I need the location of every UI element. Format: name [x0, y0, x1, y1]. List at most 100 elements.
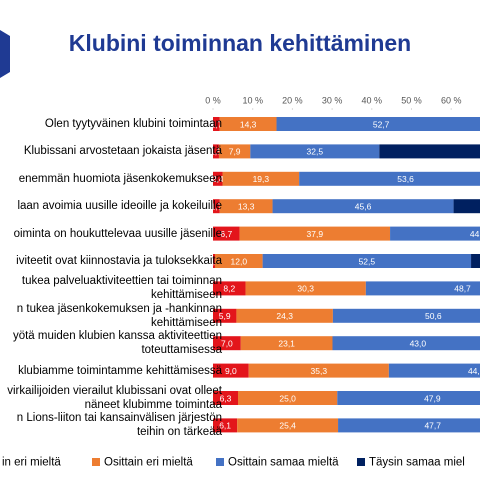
bar-segment [219, 199, 273, 214]
value-label: 13,3 [238, 201, 255, 211]
value-label: 7,0 [221, 338, 233, 348]
bar-segment [390, 226, 480, 241]
value-label: 47,7 [424, 421, 441, 431]
bar-segment [213, 171, 223, 186]
bar-segment [213, 226, 240, 241]
legend-marker [216, 458, 224, 466]
bar-segment [213, 363, 249, 378]
value-label: 12,0 [231, 256, 248, 266]
value-label: 8,2 [223, 284, 235, 294]
value-label: 19,3 [253, 174, 270, 184]
legend-marker [92, 458, 100, 466]
category-label: yötä muiden klubien kanssa aktiviteettie… [12, 330, 222, 357]
legend-label: in eri mieltä [2, 457, 61, 469]
bar-segment [213, 144, 219, 159]
category-label: klubiamme toimintamme kehittämisessä [18, 364, 222, 377]
bar-segment [248, 363, 389, 378]
bar-segment [388, 363, 480, 378]
bar-segment [239, 226, 391, 241]
value-label: 6,1 [219, 421, 231, 431]
value-label: 52,5 [359, 256, 376, 266]
value-label: 25,4 [279, 421, 296, 431]
x-tick-label: 20 % [282, 95, 303, 105]
bar-segment [337, 391, 480, 405]
bar-segment [245, 281, 366, 296]
value-label: 50,6 [425, 311, 442, 321]
value-label: 37,9 [307, 229, 324, 239]
bar-segment [250, 144, 380, 159]
bar-segment [379, 144, 480, 159]
value-label: 35,3 [311, 366, 328, 376]
bar-segment [213, 254, 215, 268]
chart-title: Klubini toiminnan kehittäminen [69, 30, 411, 56]
value-label: 2,4 [212, 174, 224, 184]
legend-marker [357, 458, 365, 466]
category-label: Klubissani arvostetaan jokaista jäsentä [23, 145, 222, 158]
value-label: 14,3 [240, 119, 257, 129]
bar-segment [453, 199, 480, 214]
bar-segment [222, 171, 300, 186]
bar-segment [219, 117, 277, 131]
bar-segment [236, 308, 333, 323]
value-label: 6,3 [220, 393, 232, 403]
value-label: 7,9 [229, 147, 241, 157]
value-label: 1,7 [210, 119, 222, 129]
value-label: 44,4 [470, 229, 480, 239]
bar-segment [237, 418, 339, 433]
bar-segment [214, 254, 263, 268]
x-tick-label: 50 % [401, 95, 422, 105]
bar-segment [332, 308, 480, 323]
bar-segment [213, 308, 237, 323]
bar-segment [332, 336, 480, 351]
value-label: 23,1 [278, 338, 295, 348]
value-label: 53,6 [397, 174, 414, 184]
bar-segment [213, 117, 220, 131]
bar-segment [262, 254, 472, 268]
category-label: n tukea jäsenkokemuksen ja -hankinnan ke… [16, 302, 222, 329]
legend-label: Osittain eri mieltä [104, 457, 193, 469]
value-label: 6,7 [220, 229, 232, 239]
value-label: 1,7 [210, 201, 222, 211]
bar-segment [238, 391, 338, 405]
category-label: tukea palveluaktiviteettien tai toiminna… [21, 275, 222, 302]
bar-segment [213, 418, 238, 433]
bar-segment [213, 281, 246, 296]
value-label: 30,3 [297, 284, 314, 294]
bar-segment [338, 418, 480, 433]
category-label: Olen tyytyväinen klubini toimintaan [44, 118, 222, 130]
x-tick-label: 60 % [441, 95, 462, 105]
value-label: 48,7 [454, 284, 471, 294]
value-label: 25,0 [279, 393, 296, 403]
value-label: 44,0 [468, 366, 480, 376]
x-tick-label: 40 % [362, 95, 383, 105]
bar-segment [213, 199, 220, 214]
x-tick-label: 0 % [205, 95, 221, 105]
legend-label: Osittain samaa mieltä [228, 457, 339, 469]
x-tick-label: 10 % [242, 95, 263, 105]
category-label: oiminta on houkuttelevaa uusille jäsenil… [13, 227, 222, 240]
value-label: 24,3 [276, 311, 293, 321]
value-label: 9,0 [225, 366, 237, 376]
legend-label: Täysin samaa miel [369, 457, 465, 469]
value-label: 32,5 [307, 147, 324, 157]
bar-segment [299, 171, 480, 186]
bar-segment [365, 281, 480, 296]
value-label: 5,9 [219, 311, 231, 321]
value-label: 0,5 [208, 256, 220, 266]
bar-segment [272, 199, 454, 214]
bar-segment [213, 391, 239, 405]
category-label: laan avoimia uusille ideoille ja kokeilu… [17, 200, 222, 213]
category-label: virkailijoiden vierailut klubissani ovat… [7, 385, 222, 411]
bar-segment [240, 336, 333, 351]
logo [0, 30, 10, 78]
value-label: 43,0 [410, 338, 427, 348]
bar-segment [471, 254, 480, 268]
value-label: 47,9 [424, 393, 441, 403]
bar-segment [276, 117, 480, 131]
value-label: 1,5 [210, 147, 222, 157]
category-label: n Lions-liiton tai kansainvälisen järjes… [16, 412, 222, 439]
bar-segment [213, 336, 241, 351]
category-label: iviteetit ovat kiinnostavia ja tuloksekk… [16, 255, 222, 267]
